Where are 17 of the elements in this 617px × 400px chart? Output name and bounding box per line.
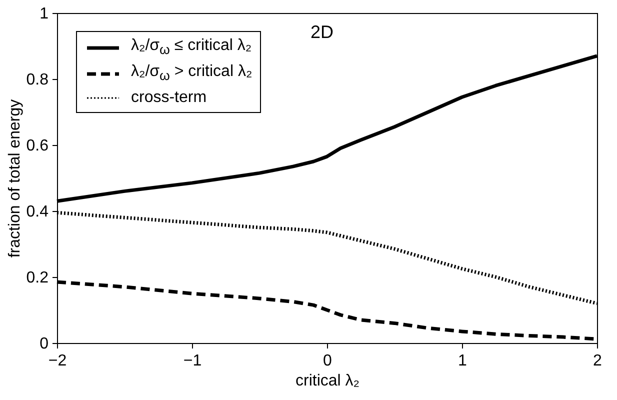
annotation: 2D — [310, 22, 334, 42]
x-tick-label: −2 — [48, 352, 67, 370]
legend-label: λ₂/σ$_{ω}$ > critical λ₂ — [131, 62, 252, 86]
x-tick-label: −1 — [183, 352, 202, 370]
x-tick-label: 2 — [593, 352, 602, 370]
y-tick-label: 0.4 — [26, 204, 49, 220]
y-tick-label: 0.8 — [26, 72, 49, 88]
x-axis-title: critical λ₂ — [296, 372, 360, 390]
y-tick-label: 0.2 — [26, 270, 49, 286]
y-tick-label: 0.6 — [26, 138, 49, 154]
legend-label: cross-term — [131, 88, 207, 108]
y-axis-title: fraction of total energy — [6, 99, 24, 258]
x-tick-label: 0 — [323, 352, 332, 370]
legend-label: λ₂/σ$_{ω}$ ≤ critical λ₂ — [131, 36, 252, 60]
y-tick-label: 0 — [40, 336, 49, 352]
y-tick-label: 1 — [40, 6, 49, 22]
x-tick-label: 1 — [458, 352, 468, 370]
